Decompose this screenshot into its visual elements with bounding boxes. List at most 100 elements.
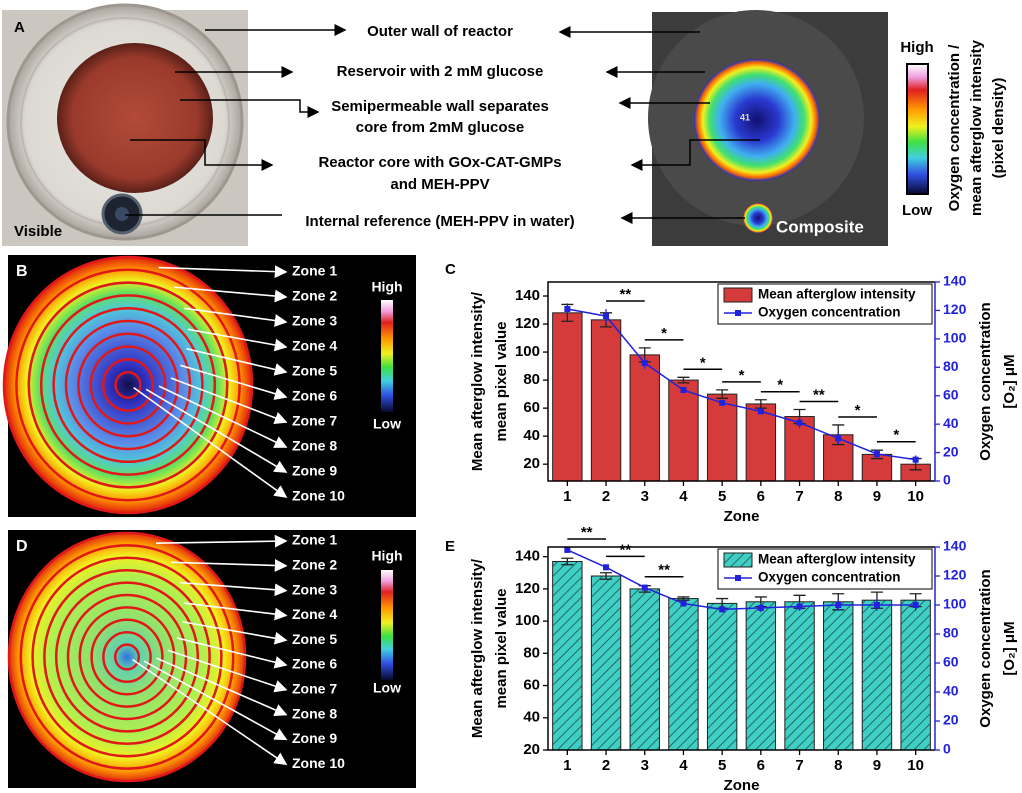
y-tick-label: 60 [523,677,540,694]
x-tick-label: 5 [718,488,726,505]
callout-text: and MEH-PPV [390,176,489,193]
x-axis-label: Zone [724,777,760,793]
significance-label: ** [581,524,593,541]
colorbar-title: Oxygen concentration / [946,44,963,212]
x-tick-label: 6 [757,488,765,505]
y-tick-label: 120 [515,315,540,332]
y-axis-label: Mean afterglow intensity/ [469,291,486,471]
zone-label: Zone 8 [292,438,337,454]
callout-text: Semipermeable wall separates [331,98,549,115]
bar [746,602,775,750]
point [913,602,919,608]
y2-tick-label: 100 [943,330,967,346]
point [719,400,725,406]
bar [785,602,814,750]
chart: C204060801001201400204060801001201401234… [445,261,1018,525]
significance-label: * [777,377,783,394]
legend-label: Mean afterglow intensity [758,287,916,302]
x-tick-label: 9 [873,488,881,505]
point [874,451,880,457]
y-axis-label: mean pixel value [493,321,510,441]
callout-text: Outer wall of reactor [367,23,513,40]
x-tick-label: 2 [602,488,610,505]
y2-axis-label: Oxygen concentration [977,569,994,727]
zone-label: Zone 3 [292,313,337,329]
x-tick-label: 8 [834,757,842,774]
x-tick-label: 2 [602,757,610,774]
zone-label: Zone 7 [292,413,337,429]
y-tick-label: 100 [515,343,540,360]
zone-label: Zone 9 [292,730,337,746]
point [797,420,803,426]
bar [862,600,891,750]
x-tick-label: 10 [907,488,924,505]
point [680,387,686,393]
bar [901,600,930,750]
x-tick-label: 3 [641,488,649,505]
zone-label: Zone 10 [292,488,345,504]
y2-tick-label: 100 [943,596,967,612]
y-tick-label: 40 [523,709,540,726]
zone-label: Zone 10 [292,755,345,771]
composite-image [648,10,888,246]
y2-tick-label: 140 [943,538,967,554]
x-tick-label: 4 [679,757,688,774]
y2-tick-label: 40 [943,415,959,431]
legend-label: Oxygen concentration [758,305,901,320]
y-tick-label: 140 [515,287,540,304]
y2-axis-label: [O₂] μM [1001,621,1018,675]
zone-label: Zone 2 [292,288,337,304]
zone-label: Zone 6 [292,388,337,404]
bar [591,576,620,750]
colorbar-title: mean afterglow intensity [968,39,985,216]
zone-label: Zone 1 [292,263,337,279]
y-tick-label: 80 [523,644,540,661]
y-axis-label: Mean afterglow intensity/ [469,558,486,738]
callout-text: core from 2mM glucose [356,119,524,136]
zone-label: Zone 4 [292,606,337,622]
significance-label: ** [658,562,670,579]
x-tick-label: 1 [563,757,571,774]
y-tick-label: 40 [523,427,540,444]
colorbar-high: High [371,548,402,564]
legend-swatch [724,553,752,567]
zone-label: Zone 5 [292,363,337,379]
bar [630,355,659,481]
colorbar-low: Low [373,416,401,432]
point [874,602,880,608]
x-tick-label: 6 [757,757,765,774]
zone-label: Zone 8 [292,705,337,721]
significance-label: ** [620,286,632,303]
zone-label: Zone 7 [292,681,337,697]
point [758,605,764,611]
bar [553,562,582,751]
point [564,547,570,553]
y2-tick-label: 80 [943,625,959,641]
y-tick-label: 80 [523,371,540,388]
significance-label: ** [813,386,825,403]
x-tick-label: 7 [795,757,803,774]
composite-label: Composite [776,217,864,236]
y2-tick-label: 0 [943,472,951,488]
significance-label: ** [620,541,632,558]
x-tick-label: 8 [834,488,842,505]
panel-label: E [445,538,455,555]
y2-tick-label: 120 [943,567,967,583]
colorbar-high: High [900,39,933,56]
x-axis-label: Zone [724,508,760,525]
point [913,457,919,463]
bar [553,313,582,481]
zone-label: Zone 2 [292,557,337,573]
point [564,306,570,312]
panel-label: D [16,538,28,555]
significance-label: * [700,354,706,371]
significance-label: * [855,402,861,419]
legend-label: Mean afterglow intensity [758,552,916,567]
bar [591,320,620,481]
bar [824,602,853,750]
point [797,603,803,609]
y2-tick-label: 140 [943,273,967,289]
y2-tick-label: 60 [943,386,959,402]
point [642,585,648,591]
y2-tick-label: 60 [943,654,959,670]
